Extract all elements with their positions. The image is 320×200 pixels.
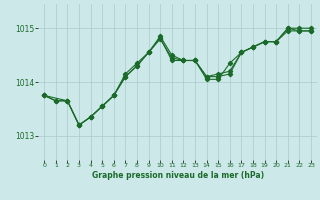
X-axis label: Graphe pression niveau de la mer (hPa): Graphe pression niveau de la mer (hPa) [92, 171, 264, 180]
